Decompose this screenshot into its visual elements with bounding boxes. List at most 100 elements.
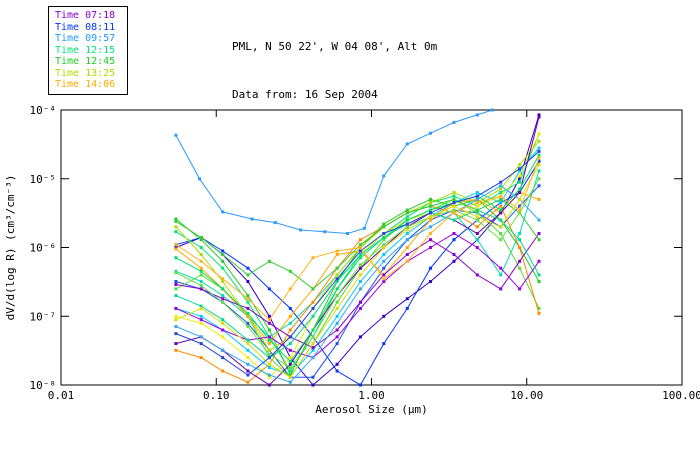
- series-marker: [311, 328, 315, 332]
- plot-subtitle: Data from: 16 Sep 2004: [232, 88, 378, 101]
- series-marker: [174, 306, 178, 310]
- series-marker: [288, 356, 292, 360]
- series-marker: [429, 201, 432, 205]
- series-marker: [405, 211, 409, 215]
- x-tick-label: 1.00: [358, 389, 385, 402]
- series-marker: [405, 228, 409, 232]
- series-marker: [382, 280, 386, 283]
- series-marker: [429, 266, 432, 270]
- series-marker: [199, 236, 203, 239]
- series-marker: [221, 348, 225, 352]
- series-marker: [288, 375, 292, 379]
- series-marker: [359, 238, 362, 242]
- series-marker: [267, 383, 271, 387]
- series-marker: [288, 314, 292, 318]
- series-marker: [288, 373, 292, 377]
- series-marker: [537, 218, 541, 222]
- series-marker: [288, 362, 292, 366]
- series-marker: [537, 238, 541, 242]
- series-marker: [359, 253, 362, 256]
- series-marker: [518, 191, 522, 194]
- series-marker: [405, 259, 409, 263]
- series-marker: [267, 314, 271, 318]
- series-marker: [537, 197, 541, 201]
- series-marker: [335, 321, 339, 325]
- series-marker: [537, 146, 541, 150]
- series-marker: [246, 373, 250, 377]
- series-marker: [267, 318, 271, 322]
- series-marker: [199, 304, 203, 308]
- series-marker: [174, 318, 178, 322]
- series-marker: [221, 287, 225, 291]
- series-marker: [537, 177, 541, 181]
- series-marker: [335, 335, 339, 339]
- x-axis-label: Aerosol Size (μm): [315, 403, 428, 416]
- series-marker: [221, 280, 225, 283]
- series-marker: [311, 346, 315, 350]
- series-marker: [518, 163, 522, 167]
- series-marker: [221, 335, 225, 339]
- series-marker: [429, 232, 432, 235]
- series-marker: [246, 266, 250, 270]
- series-marker: [405, 208, 409, 212]
- series-marker: [452, 253, 456, 256]
- series-line-14:06-c: [175, 157, 540, 321]
- series-marker: [288, 287, 292, 291]
- series-marker: [452, 238, 456, 242]
- series-marker: [475, 208, 479, 212]
- series-marker: [499, 197, 503, 201]
- x-tick-label: 10.00: [510, 389, 543, 402]
- series-marker: [405, 142, 409, 146]
- series-marker: [499, 287, 503, 291]
- series-marker: [405, 253, 409, 256]
- series-marker: [174, 230, 178, 234]
- series-marker: [537, 139, 541, 143]
- legend-item: Time 09:57: [55, 33, 116, 44]
- series-marker: [246, 280, 250, 283]
- series-marker: [429, 246, 432, 249]
- series-marker: [518, 174, 522, 178]
- series-marker: [452, 191, 456, 194]
- series-marker: [288, 306, 292, 310]
- series-marker: [537, 163, 541, 167]
- series-marker: [499, 211, 503, 215]
- title-block: PML, N 50 22', W 04 08', Alt 0m Data fro…: [232, 7, 437, 135]
- series-marker: [311, 335, 315, 339]
- series-marker: [405, 232, 409, 235]
- series-marker: [518, 169, 522, 173]
- series-marker: [288, 342, 292, 346]
- series-marker: [335, 328, 339, 332]
- series-marker: [267, 362, 271, 366]
- series-marker: [429, 238, 432, 242]
- series-marker: [518, 232, 522, 235]
- series-marker: [475, 246, 479, 249]
- series-marker: [335, 287, 339, 291]
- series-marker: [359, 263, 362, 267]
- series-marker: [518, 266, 522, 270]
- series-marker: [311, 356, 315, 360]
- plot-frame: [60, 109, 683, 386]
- series-marker: [382, 314, 386, 318]
- series-line-12:15-c: [175, 209, 540, 359]
- series-marker: [359, 273, 362, 277]
- series-marker: [537, 132, 541, 136]
- series-marker: [518, 211, 522, 215]
- series-marker: [246, 362, 250, 366]
- series-line-09:57-a: [175, 109, 493, 235]
- series-marker: [174, 271, 178, 275]
- series-marker: [199, 287, 203, 291]
- series-marker: [359, 256, 362, 260]
- series-marker: [452, 194, 456, 198]
- series-marker: [335, 300, 339, 304]
- series-marker: [221, 318, 225, 322]
- series-marker: [335, 266, 339, 270]
- series-marker: [359, 249, 362, 253]
- series-marker: [382, 236, 386, 239]
- series-marker: [311, 306, 315, 310]
- series-marker: [199, 284, 203, 287]
- y-tick-label: 10⁻⁵: [30, 173, 57, 186]
- series-marker: [335, 342, 339, 346]
- series-marker: [246, 342, 250, 346]
- series-marker: [382, 225, 386, 229]
